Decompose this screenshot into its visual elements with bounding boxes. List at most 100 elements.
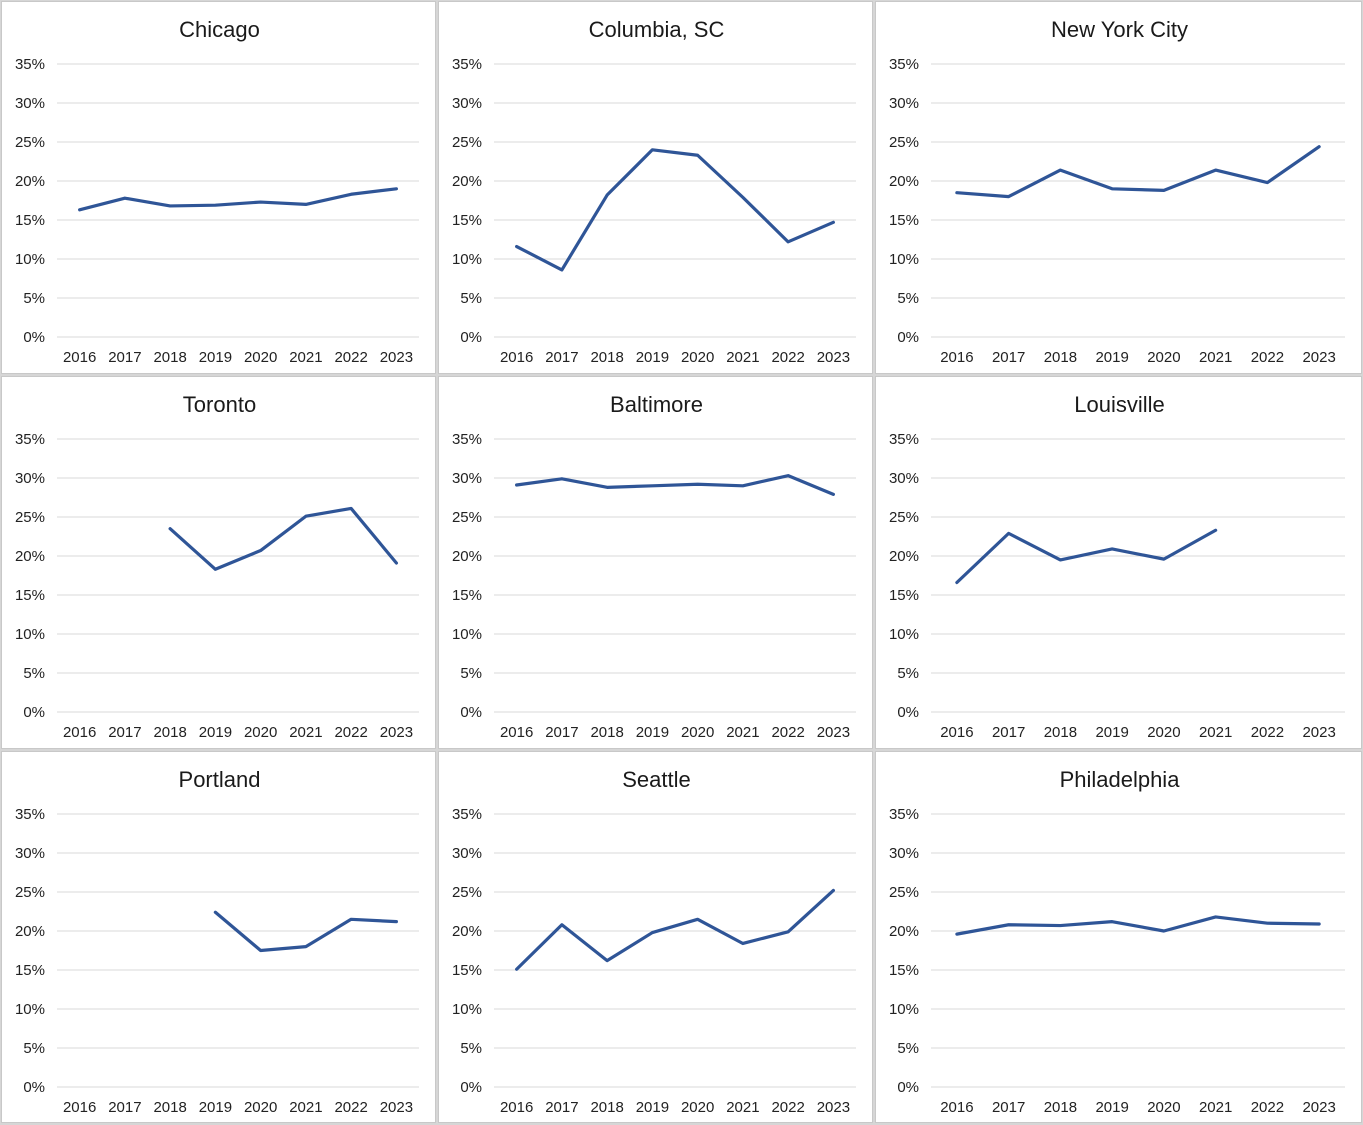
chart-panel-toronto: Toronto 0% 5% 10% 15% 20% 25% 30% 35% 2016 2017 201… bbox=[1, 376, 436, 749]
x-tick-label: 2019 bbox=[199, 1099, 232, 1116]
y-tick-label: 20% bbox=[15, 173, 45, 190]
x-tick-label: 2020 bbox=[244, 724, 277, 741]
y-tick-label: 0% bbox=[23, 1079, 45, 1096]
x-tick-label: 2016 bbox=[63, 349, 96, 366]
y-tick-label: 5% bbox=[23, 665, 45, 682]
y-tick-label: 15% bbox=[15, 962, 45, 979]
y-tick-label: 25% bbox=[15, 134, 45, 151]
x-tick-label: 2020 bbox=[681, 349, 714, 366]
x-tick-label: 2022 bbox=[1251, 1099, 1284, 1116]
chart-title: Chicago bbox=[179, 17, 260, 42]
y-tick-label: 20% bbox=[15, 923, 45, 940]
y-tick-label: 0% bbox=[460, 1079, 482, 1096]
x-tick-label: 2023 bbox=[1302, 724, 1335, 741]
x-tick-label: 2020 bbox=[244, 349, 277, 366]
chart-panel-seattle: Seattle 0% 5% 10% 15% 20% 25% 30% 35% 2016 2017 201… bbox=[438, 751, 873, 1123]
chart-svg: Toronto 0% 5% 10% 15% 20% 25% 30% 35% 2016 2017 201… bbox=[15, 392, 419, 741]
x-tick-label: 2023 bbox=[380, 724, 413, 741]
y-tick-label: 10% bbox=[15, 1001, 45, 1018]
chart-panel-portland: Portland 0% 5% 10% 15% 20% 25% 30% 35% 2016 2017 20… bbox=[1, 751, 436, 1123]
y-tick-label: 20% bbox=[889, 923, 919, 940]
x-tick-label: 2016 bbox=[500, 349, 533, 366]
series-line-toronto bbox=[168, 506, 398, 571]
y-tick-label: 35% bbox=[15, 806, 45, 823]
x-tick-label: 2021 bbox=[726, 724, 759, 741]
x-tick-label: 2018 bbox=[153, 349, 186, 366]
x-tick-label: 2022 bbox=[771, 349, 804, 366]
y-tick-label: 10% bbox=[452, 251, 482, 268]
y-tick-label: 30% bbox=[15, 470, 45, 487]
chart-svg: Philadelphia 0% 5% 10% 15% 20% 25% 30% 35% 2016 20… bbox=[889, 767, 1345, 1116]
x-tick-label: 2019 bbox=[636, 349, 669, 366]
y-tick-label: 20% bbox=[889, 173, 919, 190]
x-tick-label: 2022 bbox=[1251, 349, 1284, 366]
x-tick-label: 2019 bbox=[1095, 1099, 1128, 1116]
chart-title: Baltimore bbox=[610, 392, 703, 417]
y-tick-label: 15% bbox=[15, 587, 45, 604]
y-tick-label: 10% bbox=[889, 626, 919, 643]
chart-title: Toronto bbox=[183, 392, 256, 417]
x-tick-label: 2018 bbox=[1044, 349, 1077, 366]
x-tick-label: 2018 bbox=[1044, 724, 1077, 741]
x-tick-label: 2017 bbox=[108, 1099, 141, 1116]
x-tick-label: 2022 bbox=[771, 1099, 804, 1116]
series-line-philadelphia bbox=[955, 915, 1321, 936]
y-tick-label: 35% bbox=[15, 56, 45, 73]
y-tick-label: 15% bbox=[452, 587, 482, 604]
x-tick-label: 2021 bbox=[726, 1099, 759, 1116]
x-tick-label: 2022 bbox=[334, 349, 367, 366]
y-tick-label: 20% bbox=[452, 548, 482, 565]
series-line-chicago bbox=[78, 187, 398, 212]
y-tick-label: 30% bbox=[15, 845, 45, 862]
y-tick-label: 25% bbox=[15, 884, 45, 901]
y-tick-label: 5% bbox=[23, 1040, 45, 1057]
y-tick-label: 20% bbox=[889, 548, 919, 565]
x-tick-label: 2022 bbox=[1251, 724, 1284, 741]
x-tick-label: 2018 bbox=[590, 1099, 623, 1116]
x-tick-label: 2016 bbox=[63, 724, 96, 741]
chart-svg: Baltimore 0% 5% 10% 15% 20% 25% 30% 35% 2016 2017 2… bbox=[452, 392, 856, 741]
series-line-baltimore bbox=[515, 474, 835, 496]
y-tick-label: 10% bbox=[889, 1001, 919, 1018]
chart-svg: Columbia, SC 0% 5% 10% 15% 20% 25% 30% 35% 2016 20… bbox=[452, 17, 856, 366]
x-tick-label: 2016 bbox=[500, 724, 533, 741]
y-tick-label: 30% bbox=[889, 470, 919, 487]
x-tick-label: 2016 bbox=[940, 349, 973, 366]
x-tick-label: 2017 bbox=[545, 1099, 578, 1116]
y-tick-label: 25% bbox=[452, 509, 482, 526]
chart-svg: Seattle 0% 5% 10% 15% 20% 25% 30% 35% 2016 2017 201… bbox=[452, 767, 856, 1116]
y-tick-label: 15% bbox=[452, 212, 482, 229]
x-tick-label: 2021 bbox=[1199, 724, 1232, 741]
x-tick-label: 2018 bbox=[590, 349, 623, 366]
x-tick-label: 2021 bbox=[289, 724, 322, 741]
x-tick-label: 2017 bbox=[108, 724, 141, 741]
x-tick-label: 2019 bbox=[199, 349, 232, 366]
y-tick-label: 35% bbox=[15, 431, 45, 448]
y-tick-label: 15% bbox=[889, 212, 919, 229]
y-tick-label: 30% bbox=[889, 845, 919, 862]
x-tick-label: 2020 bbox=[244, 1099, 277, 1116]
x-tick-label: 2021 bbox=[1199, 1099, 1232, 1116]
y-tick-label: 15% bbox=[889, 962, 919, 979]
y-tick-label: 20% bbox=[15, 548, 45, 565]
y-tick-label: 20% bbox=[452, 923, 482, 940]
x-tick-label: 2022 bbox=[771, 724, 804, 741]
chart-svg: Louisville 0% 5% 10% 15% 20% 25% 30% 35% 2016 2017… bbox=[889, 392, 1345, 741]
chart-svg: Chicago 0% 5% 10% 15% 20% 25% 30% 35% 2016 2017 201… bbox=[15, 17, 419, 366]
y-tick-label: 30% bbox=[452, 470, 482, 487]
x-tick-label: 2017 bbox=[992, 724, 1025, 741]
series-line-new-york-city bbox=[955, 145, 1321, 199]
x-tick-label: 2021 bbox=[726, 349, 759, 366]
y-tick-label: 30% bbox=[15, 95, 45, 112]
x-tick-label: 2023 bbox=[817, 1099, 850, 1116]
x-tick-label: 2020 bbox=[681, 724, 714, 741]
x-tick-label: 2022 bbox=[334, 724, 367, 741]
x-tick-label: 2017 bbox=[108, 349, 141, 366]
y-tick-label: 10% bbox=[15, 626, 45, 643]
y-tick-label: 5% bbox=[460, 1040, 482, 1057]
y-tick-label: 35% bbox=[452, 431, 482, 448]
x-tick-label: 2019 bbox=[1095, 724, 1128, 741]
x-tick-label: 2023 bbox=[817, 349, 850, 366]
y-tick-label: 25% bbox=[889, 509, 919, 526]
